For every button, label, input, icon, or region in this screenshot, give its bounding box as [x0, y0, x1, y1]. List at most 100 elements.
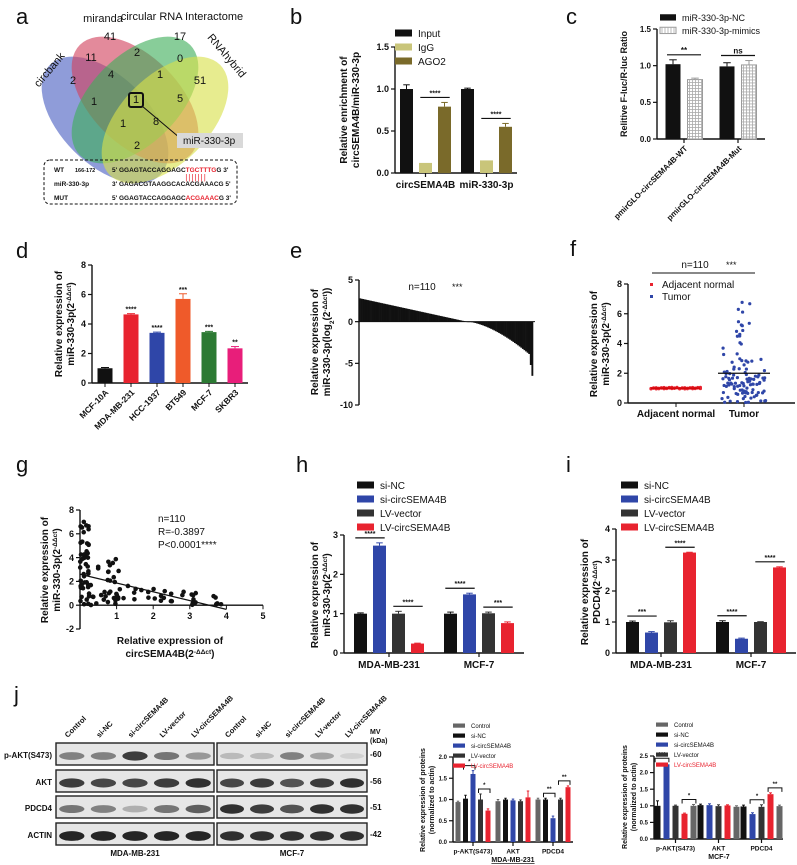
chart-d-y-tick-label: 0 — [81, 378, 86, 388]
alignment-row-label: WT — [54, 167, 64, 174]
chart-f-y-tick-label: 8 — [617, 279, 622, 289]
scatter-point-tumor — [729, 381, 733, 385]
scatter-point — [86, 591, 92, 596]
waterfall-bar — [387, 304, 390, 322]
panel-label-b: b — [290, 4, 303, 29]
waterfall-bar — [460, 320, 463, 322]
scatter-point-tumor — [728, 399, 732, 403]
waterfall-bar — [434, 314, 437, 322]
scatter-point — [169, 598, 175, 604]
waterfall-bar — [363, 299, 366, 322]
panel-label-f: f — [570, 236, 577, 261]
chart-b-legend-swatch — [395, 29, 412, 37]
chart-g-x-title: circSEMA4B(2-ΔΔct) — [126, 649, 215, 661]
bar-i — [716, 622, 729, 653]
venn-set-label: circular RNA Interactome — [121, 11, 243, 23]
significance-label: ** — [562, 775, 567, 781]
scatter-point — [116, 568, 121, 574]
waterfall-bar — [366, 300, 369, 322]
scatter-point-tumor — [761, 376, 765, 380]
chart-i-y-tick-label: 3 — [605, 555, 610, 565]
scatter-point-tumor — [763, 399, 767, 403]
bar-b — [480, 160, 493, 173]
significance-label: **** — [126, 307, 137, 314]
scatter-point — [78, 540, 83, 546]
blot-lane-label-wrap: si-NC — [94, 719, 115, 740]
chart-g-y-tick-label: 4 — [69, 553, 74, 563]
chart-h-y-title-line: Relative expression of — [310, 541, 321, 648]
mw-marker: -42 — [370, 830, 382, 839]
bar-i — [754, 622, 767, 653]
waterfall-bar — [422, 312, 425, 322]
waterfall-bar — [449, 318, 452, 322]
scatter-point-tumor — [727, 376, 731, 380]
legend-marker-0 — [650, 283, 653, 286]
scatter-point-tumor — [739, 323, 743, 327]
waterfall-bar — [525, 321, 527, 352]
bar-d — [123, 314, 139, 383]
waterfall-bar — [482, 321, 485, 326]
j-mda-legend-label: LV-circSEMA4B — [471, 764, 513, 770]
scatter-point-tumor — [756, 390, 760, 395]
chart-d-y-title-line: miR-330-3p(2-ΔΔct) — [66, 282, 78, 365]
chart-i-y-title-line: PDCD4(2-ΔΔct) — [592, 560, 604, 623]
bar-h — [444, 613, 457, 653]
chart-f-y-title-line: Relative expression of — [589, 290, 600, 397]
venn-region-count: 2 — [70, 75, 76, 87]
blot-band — [122, 778, 148, 788]
waterfall-bar — [517, 321, 520, 346]
blot-band — [59, 752, 85, 760]
alignment-sequence: 3' GAGACGTAAGGCACACGAAACG 5' — [112, 181, 231, 188]
scatter-point — [218, 601, 224, 607]
mw-marker: -60 — [370, 750, 382, 759]
waterfall-bar — [504, 321, 507, 337]
chart-j-mcf-y-title-line: (normalized to actin) — [631, 763, 638, 831]
waterfall-bar — [490, 321, 493, 329]
significance-label: **** — [727, 609, 738, 616]
waterfall-bar — [420, 311, 423, 322]
chart-i-y-tick-label: 1 — [605, 617, 610, 627]
blot-band — [122, 751, 148, 761]
blot-row-label: AKT — [36, 778, 53, 787]
bar-j-bar-mda — [558, 799, 563, 842]
blot-band — [310, 831, 334, 841]
j-mcf-legend-label: Control — [674, 723, 693, 729]
scatter-point — [79, 556, 85, 562]
bar-d — [175, 298, 191, 383]
chart-i-x-tick-label: MCF-7 — [736, 660, 767, 671]
bar-j-bar-mcf — [697, 805, 704, 839]
scatter-point — [82, 552, 87, 557]
chart-i-legend-label: si-circSEMA4B — [644, 495, 711, 506]
chart-b: 0.0 0.5 1.0 1.5 circSEMA4B miR-330-3p **** ****… — [339, 29, 517, 191]
blot-band — [340, 753, 364, 759]
scatter-point-tumor — [748, 302, 752, 306]
chart-d-x-tick-label: BT549 — [163, 387, 188, 412]
waterfall-bar — [433, 314, 436, 322]
scatter-point — [107, 562, 113, 568]
j-mda-legend-swatch — [453, 743, 465, 748]
significance-label: * — [468, 760, 471, 766]
scatter-point-tumor — [749, 396, 753, 400]
waterfall-bar — [362, 299, 365, 322]
chart-b-x-tick-label: miR-330-3p — [460, 180, 514, 191]
blot-band — [220, 752, 244, 760]
blot-band — [220, 778, 244, 788]
waterfall-bar — [430, 313, 433, 322]
scatter-point — [95, 564, 101, 570]
alignment-row-label: MUT — [54, 195, 68, 202]
scatter-point-tumor — [747, 376, 751, 380]
significance-label: *** — [726, 260, 737, 270]
scatter-point — [181, 589, 186, 595]
waterfall-bar — [518, 321, 521, 347]
bar-j-bar-mcf — [672, 805, 679, 839]
chart-h-legend-swatch — [357, 509, 374, 517]
chart-g-x-tick-label: 4 — [224, 611, 229, 621]
panel-label-g: g — [16, 452, 29, 477]
bar-j-bar-mcf — [690, 805, 697, 839]
blot-band — [90, 805, 117, 813]
waterfall-bar — [412, 310, 415, 322]
chart-h-legend-label: si-circSEMA4B — [380, 495, 447, 506]
scatter-point — [132, 597, 137, 602]
chart-c-y-tick-label: 1.0 — [640, 61, 652, 70]
blot-lane-label-wrap: LV-vector — [313, 709, 343, 739]
